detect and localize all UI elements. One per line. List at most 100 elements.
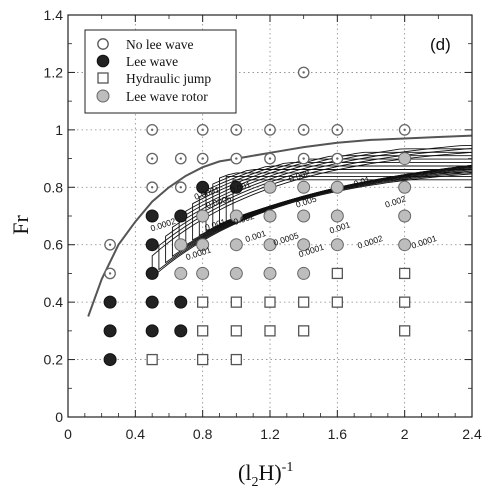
point-center-dot [150, 157, 154, 160]
point-center-dot [302, 128, 305, 132]
point-lee-wave-rotor [196, 266, 210, 280]
x-tick-label: 0.8 [193, 426, 213, 442]
point-center-dot [179, 157, 182, 160]
point-center-dot [268, 157, 272, 160]
legend-label-lee-wave-rotor: Lee wave rotor [126, 89, 208, 104]
point-hydraulic-jump [298, 325, 310, 337]
contour-label: 0.001 [328, 219, 352, 235]
legend-item-lee-wave: Lee wave [96, 54, 178, 69]
point-hydraulic-jump [399, 296, 411, 308]
contour-label: 0.001 [244, 228, 268, 244]
point-center-dot [150, 186, 154, 189]
point-lee-wave [229, 180, 243, 194]
point-lee-wave [145, 295, 159, 309]
point-lee-wave-rotor [398, 238, 412, 252]
contour-label: 0.005 [294, 194, 318, 210]
point-lee-wave-rotor [174, 266, 188, 280]
point-lee-wave-rotor [330, 209, 344, 223]
y-tick-label: 0.2 [44, 352, 64, 368]
legend: No lee wave Lee wave Hydraulic jump Lee … [84, 29, 237, 114]
legend-marker-open-circle [97, 38, 109, 50]
point-lee-wave [145, 324, 159, 338]
point-lee-wave-rotor [330, 238, 344, 252]
point-lee-wave-rotor [297, 180, 311, 194]
point-hydraulic-jump [264, 296, 276, 308]
point-hydraulic-jump [298, 296, 310, 308]
y-tick-label: 1.4 [44, 7, 64, 23]
x-axis-title-mid: H) [258, 460, 281, 485]
point-hydraulic-jump [230, 353, 242, 366]
point-hydraulic-jump [331, 267, 343, 280]
point-hydraulic-jump [331, 296, 343, 308]
point-center-dot [268, 128, 272, 132]
x-tick-label: 2.4 [462, 426, 482, 442]
panel-label: (d) [430, 35, 451, 54]
x-tick-label: 0 [64, 426, 72, 442]
y-tick-label: 0.8 [44, 179, 64, 195]
legend-label-hydraulic-jump: Hydraulic jump [126, 71, 211, 86]
point-lee-wave-rotor [196, 238, 210, 252]
point-center-dot [108, 243, 112, 246]
point-center-dot [403, 128, 406, 132]
point-center-dot [302, 157, 305, 160]
legend-item-hydraulic-jump: Hydraulic jump [97, 71, 211, 86]
axis-ticks-layer: 0 0.4 0.8 1.2 1.6 2 2.4 0 0.2 0.4 0.6 0.8 1 1.2 1.4 [44, 7, 482, 442]
point-hydraulic-jump [146, 353, 158, 366]
legend-marker-filled-circle [96, 54, 110, 68]
point-center-dot [179, 186, 182, 189]
point-hydraulic-jump [197, 353, 209, 366]
contour-line [232, 165, 472, 219]
point-lee-wave [174, 324, 188, 338]
point-center-dot [235, 157, 238, 160]
point-lee-wave-rotor [398, 180, 412, 194]
point-hydraulic-jump [264, 325, 276, 337]
point-center-dot [302, 71, 305, 74]
point-lee-wave-rotor [263, 180, 277, 194]
legend-label-no-lee-wave: No lee wave [126, 37, 193, 52]
point-hydraulic-jump [399, 325, 411, 337]
point-lee-wave-rotor [297, 238, 311, 252]
point-center-dot [235, 128, 238, 132]
point-hydraulic-jump [230, 325, 242, 337]
point-center-dot [336, 157, 339, 160]
y-axis-title: Fr [8, 215, 33, 235]
point-lee-wave-rotor [398, 152, 412, 166]
point-center-dot [150, 128, 154, 132]
point-lee-wave [145, 209, 159, 223]
contour-label: 0.002 [288, 168, 312, 184]
contour-line [158, 148, 472, 271]
point-lee-wave-rotor [229, 238, 243, 252]
point-lee-wave [103, 324, 117, 338]
point-lee-wave-rotor [174, 238, 188, 252]
point-lee-wave [103, 353, 117, 367]
point-hydraulic-jump [399, 267, 411, 280]
y-tick-label: 1.2 [44, 64, 64, 80]
contour-line [225, 164, 472, 222]
x-axis-title-sup: -1 [282, 460, 294, 475]
y-tick-label: 0.6 [44, 237, 64, 253]
point-lee-wave-rotor [263, 266, 277, 280]
contour-layer [151, 144, 472, 279]
point-lee-wave-rotor [229, 209, 243, 223]
legend-label-lee-wave: Lee wave [126, 54, 178, 69]
point-center-dot [201, 128, 204, 132]
point-lee-wave-rotor [196, 209, 210, 223]
point-lee-wave [103, 295, 117, 309]
point-hydraulic-jump [230, 296, 242, 308]
point-lee-wave [174, 295, 188, 309]
point-hydraulic-jump [197, 296, 209, 308]
x-axis-title-base: (l [238, 460, 251, 485]
contour-label: 0.0001 [410, 233, 438, 251]
contour-line [165, 144, 472, 264]
boundary-curve [87, 134, 473, 317]
x-tick-label: 2 [401, 426, 409, 442]
contour-label: 0.0002 [356, 233, 384, 251]
point-lee-wave-rotor [263, 209, 277, 223]
x-tick-label: 1.2 [260, 426, 280, 442]
point-hydraulic-jump [197, 325, 209, 337]
legend-marker-open-square [97, 72, 109, 84]
point-lee-wave-rotor [330, 180, 344, 194]
legend-marker-gray-circle [96, 89, 110, 103]
x-axis-title-sub: 2 [251, 475, 258, 490]
